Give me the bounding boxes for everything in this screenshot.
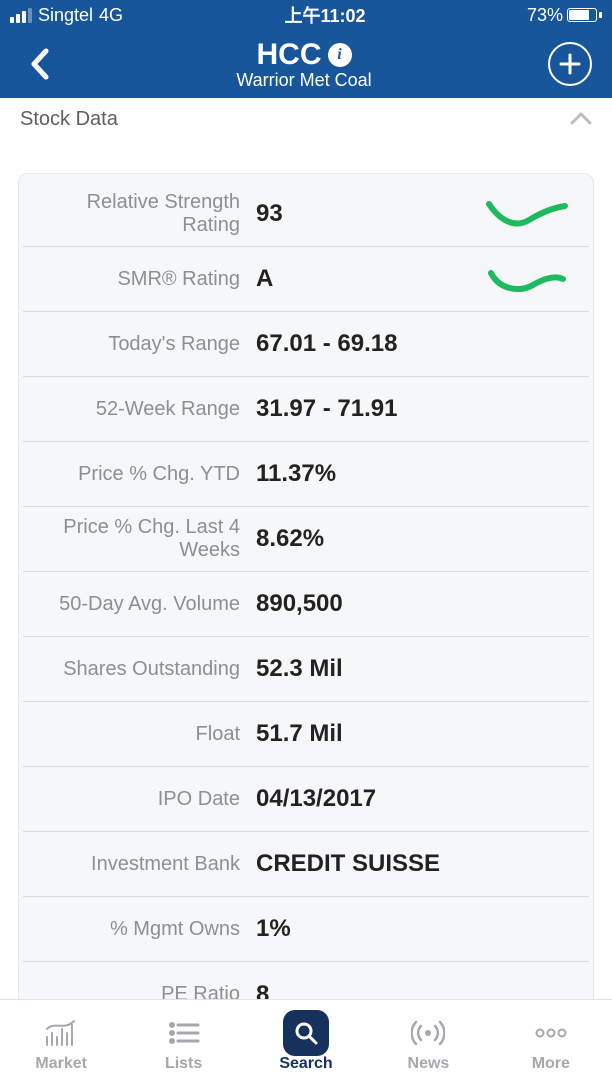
nav-title: HCC i Warrior Met Coal <box>60 38 548 91</box>
label: SMR® Rating <box>31 268 256 291</box>
company-label: Warrior Met Coal <box>60 70 548 91</box>
row-todays-range: Today's Range 67.01 - 69.18 <box>23 312 589 377</box>
label: Investment Bank <box>31 853 256 876</box>
label: 52-Week Range <box>31 398 256 421</box>
status-bar: Singtel 4G 上午11:02 73% <box>0 0 612 30</box>
value: 11.37% <box>256 460 581 488</box>
info-icon[interactable]: i <box>328 43 352 67</box>
status-right: 73% <box>527 5 602 26</box>
tab-label: More <box>532 1055 570 1073</box>
tab-lists[interactable]: Lists <box>122 1000 244 1087</box>
signal-icon <box>10 8 32 23</box>
row-shares-outstanding: Shares Outstanding 52.3 Mil <box>23 637 589 702</box>
row-mgmt-owns: % Mgmt Owns 1% <box>23 897 589 962</box>
battery-icon <box>567 8 602 22</box>
label: Today's Range <box>31 333 256 356</box>
label: % Mgmt Owns <box>31 918 256 941</box>
list-icon <box>168 1015 200 1051</box>
value: 04/13/2017 <box>256 785 581 813</box>
row-rs-rating: Relative Strength Rating 93 <box>23 182 589 247</box>
value: 93 <box>256 200 471 228</box>
value: 52.3 Mil <box>256 655 581 683</box>
row-investment-bank: Investment Bank CREDIT SUISSE <box>23 832 589 897</box>
navbar: HCC i Warrior Met Coal <box>0 30 612 98</box>
value: A <box>256 265 471 293</box>
section-title-label: Stock Data <box>20 108 118 131</box>
row-price-chg-4wk: Price % Chg. Last 4 Weeks 8.62% <box>23 507 589 572</box>
section-header[interactable]: Stock Data <box>0 98 612 139</box>
label: 50-Day Avg. Volume <box>31 593 256 616</box>
clock-label: 上午11:02 <box>284 2 365 28</box>
network-label: 4G <box>99 5 123 26</box>
value: 67.01 - 69.18 <box>256 330 581 358</box>
hand-mark-icon <box>471 259 581 299</box>
tab-label: Lists <box>165 1055 202 1073</box>
row-50day-volume: 50-Day Avg. Volume 890,500 <box>23 572 589 637</box>
row-float: Float 51.7 Mil <box>23 702 589 767</box>
tab-market[interactable]: Market <box>0 1000 122 1087</box>
more-icon <box>534 1015 568 1051</box>
search-icon <box>283 1010 329 1056</box>
label: Shares Outstanding <box>31 658 256 681</box>
value: 8.62% <box>256 525 581 553</box>
tab-search[interactable]: Search <box>245 1000 367 1087</box>
label: Float <box>31 723 256 746</box>
broadcast-icon <box>411 1015 445 1051</box>
label: Price % Chg. YTD <box>31 463 256 486</box>
carrier-label: Singtel <box>38 5 93 26</box>
tab-label: Market <box>35 1055 87 1073</box>
label: Relative Strength Rating <box>31 191 256 237</box>
value: 31.97 - 71.91 <box>256 395 581 423</box>
label: Price % Chg. Last 4 Weeks <box>31 516 256 562</box>
tab-bar: Market Lists Search <box>0 999 612 1087</box>
tab-label: News <box>408 1055 450 1073</box>
status-left: Singtel 4G <box>10 5 123 26</box>
row-price-chg-ytd: Price % Chg. YTD 11.37% <box>23 442 589 507</box>
row-ipo-date: IPO Date 04/13/2017 <box>23 767 589 832</box>
value: 1% <box>256 915 581 943</box>
row-smr-rating: SMR® Rating A <box>23 247 589 312</box>
label: IPO Date <box>31 788 256 811</box>
tab-label: Search <box>279 1055 332 1073</box>
tab-more[interactable]: More <box>490 1000 612 1087</box>
value: CREDIT SUISSE <box>256 850 581 878</box>
row-52week-range: 52-Week Range 31.97 - 71.91 <box>23 377 589 442</box>
value: 890,500 <box>256 590 581 618</box>
market-icon <box>44 1015 78 1051</box>
stock-data-card: Relative Strength Rating 93 SMR® Rating … <box>18 173 594 1028</box>
battery-pct-label: 73% <box>527 5 563 26</box>
chevron-up-icon <box>570 108 592 131</box>
ticker-label: HCC <box>257 38 322 72</box>
value: 51.7 Mil <box>256 720 581 748</box>
back-button[interactable] <box>20 44 60 84</box>
tab-news[interactable]: News <box>367 1000 489 1087</box>
add-button[interactable] <box>548 42 592 86</box>
hand-mark-icon <box>471 194 581 234</box>
